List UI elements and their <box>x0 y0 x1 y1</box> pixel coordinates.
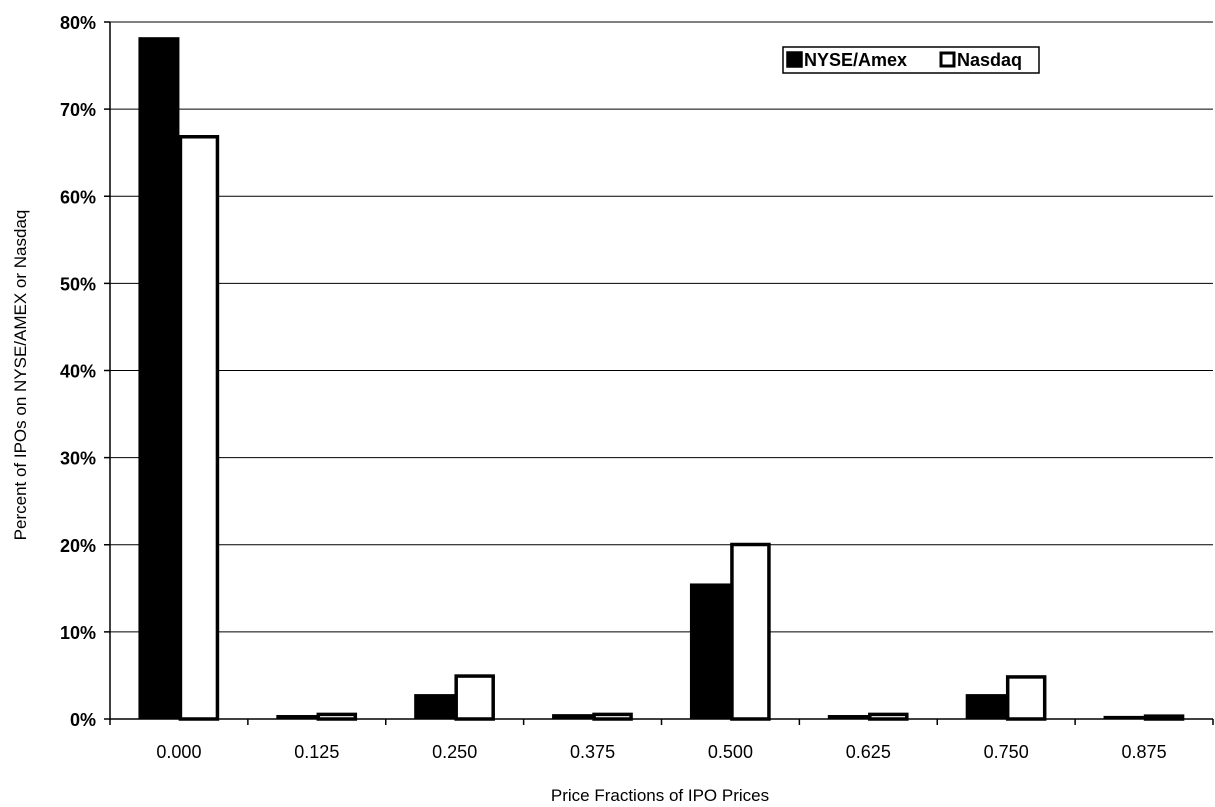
bar-nyse-amex-0.250 <box>414 694 456 720</box>
bar-nasdaq-0.750 <box>1005 675 1047 721</box>
x-tick-label: 0.000 <box>156 742 201 762</box>
x-tick-label: 0.750 <box>984 742 1029 762</box>
bar-nyse-amex-0.000 <box>138 37 180 720</box>
y-ticks: 0% 10% 20% 30% 40% 50% 60% 70% 80% <box>60 13 110 730</box>
y-tick-label: 70% <box>60 100 96 120</box>
gridlines <box>110 21 1213 633</box>
x-tick-label: 0.375 <box>570 742 615 762</box>
bar-nasdaq-0.000 <box>178 135 220 721</box>
y-tick-label: 20% <box>60 536 96 556</box>
x-tick-label: 0.500 <box>708 742 753 762</box>
legend-label-nasdaq: Nasdaq <box>957 50 1022 70</box>
x-ticks: 0.000 0.125 0.250 0.375 0.500 0.625 0.750 0.875 <box>109 719 1214 762</box>
y-axis-title: Percent of IPOs on NYSE/AMEX or Nasdaq <box>11 210 30 541</box>
y-tick-label: 0% <box>70 710 96 730</box>
legend-box <box>782 46 1040 74</box>
y-tick-label: 80% <box>60 13 96 33</box>
y-tick-label: 60% <box>60 187 96 207</box>
bar-nasdaq-0.500 <box>730 542 771 721</box>
bar-nyse-amex-0.750 <box>965 694 1007 720</box>
x-tick-label: 0.625 <box>846 742 891 762</box>
y-tick-label: 30% <box>60 449 96 469</box>
legend-label-nyse-amex: NYSE/Amex <box>804 50 907 70</box>
x-tick-label: 0.250 <box>432 742 477 762</box>
x-tick-label: 0.125 <box>294 742 339 762</box>
y-tick-label: 40% <box>60 362 96 382</box>
x-tick-label: 0.875 <box>1122 742 1167 762</box>
legend-swatch-nasdaq <box>939 51 956 68</box>
legend-swatch-nyse-amex <box>786 51 803 68</box>
bar-nasdaq-0.250 <box>454 674 495 721</box>
bars <box>138 37 1185 721</box>
y-tick-label: 50% <box>60 274 96 294</box>
bar-nyse-amex-0.500 <box>689 583 731 720</box>
legend: NYSE/Amex Nasdaq <box>782 46 1040 74</box>
x-axis-title: Price Fractions of IPO Prices <box>551 786 769 805</box>
y-tick-label: 10% <box>60 623 96 643</box>
